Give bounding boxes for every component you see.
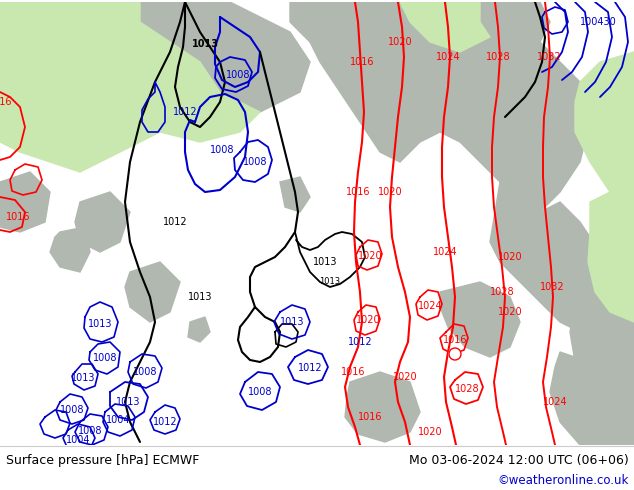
Polygon shape — [440, 282, 520, 357]
Text: 1024: 1024 — [418, 301, 443, 311]
Text: 1013: 1013 — [280, 317, 304, 327]
Text: 1016: 1016 — [443, 335, 467, 345]
Text: 1012: 1012 — [298, 363, 322, 373]
Polygon shape — [0, 2, 260, 172]
Text: 1012: 1012 — [347, 337, 372, 347]
Text: 1008: 1008 — [248, 387, 272, 397]
Polygon shape — [345, 372, 420, 442]
Text: 1020: 1020 — [387, 37, 412, 47]
Text: 1016: 1016 — [340, 367, 365, 377]
Text: 1028: 1028 — [486, 52, 510, 62]
Text: 1024: 1024 — [436, 52, 460, 62]
Polygon shape — [290, 2, 400, 82]
Polygon shape — [480, 2, 550, 52]
Text: 1016: 1016 — [0, 97, 12, 107]
Text: 1013: 1013 — [191, 39, 219, 49]
Polygon shape — [490, 182, 610, 332]
Text: ©weatheronline.co.uk: ©weatheronline.co.uk — [498, 473, 629, 487]
Text: 1013: 1013 — [87, 319, 112, 329]
Text: 1020: 1020 — [392, 372, 417, 382]
Text: 1012: 1012 — [153, 417, 178, 427]
Text: Mo 03-06-2024 12:00 UTC (06+06): Mo 03-06-2024 12:00 UTC (06+06) — [410, 454, 629, 466]
Text: 1012: 1012 — [172, 107, 197, 117]
Text: 1008: 1008 — [210, 145, 234, 155]
Circle shape — [449, 348, 461, 360]
Text: 1020: 1020 — [498, 307, 522, 317]
Text: 1020: 1020 — [378, 187, 403, 197]
Polygon shape — [280, 177, 310, 212]
Polygon shape — [188, 317, 210, 342]
Polygon shape — [140, 2, 310, 112]
Text: 1020: 1020 — [358, 251, 382, 261]
Polygon shape — [400, 2, 490, 52]
Text: 1008: 1008 — [226, 70, 250, 80]
Text: 1004: 1004 — [66, 435, 90, 445]
Text: 1032: 1032 — [540, 282, 564, 292]
Text: 1013: 1013 — [71, 373, 95, 383]
Polygon shape — [575, 52, 634, 202]
Polygon shape — [125, 262, 180, 322]
Text: 1020: 1020 — [498, 252, 522, 262]
Text: 1008: 1008 — [243, 157, 268, 167]
Text: 1028: 1028 — [455, 384, 479, 394]
Text: 1013: 1013 — [320, 277, 340, 287]
Text: 1024: 1024 — [432, 247, 457, 257]
Text: 1008: 1008 — [60, 405, 84, 415]
Text: 1016: 1016 — [350, 57, 374, 67]
Text: 1016: 1016 — [6, 212, 30, 222]
Text: 1020: 1020 — [418, 427, 443, 437]
Text: 1016: 1016 — [358, 412, 382, 422]
Text: 1020: 1020 — [356, 315, 380, 325]
Text: 1008: 1008 — [133, 367, 157, 377]
Polygon shape — [50, 227, 90, 272]
Text: 100430: 100430 — [579, 17, 616, 27]
Polygon shape — [0, 172, 50, 232]
Text: 1028: 1028 — [489, 287, 514, 297]
Text: 1012: 1012 — [163, 217, 187, 227]
Text: Surface pressure [hPa] ECMWF: Surface pressure [hPa] ECMWF — [6, 454, 199, 466]
Polygon shape — [550, 352, 634, 445]
Polygon shape — [570, 282, 634, 392]
Text: 1013: 1013 — [116, 397, 140, 407]
Text: 1008: 1008 — [93, 353, 117, 363]
Polygon shape — [310, 2, 590, 212]
Polygon shape — [588, 192, 634, 322]
Text: 1008: 1008 — [78, 426, 102, 436]
Polygon shape — [75, 192, 130, 252]
Text: 1024: 1024 — [543, 397, 567, 407]
Text: 1004: 1004 — [106, 415, 130, 425]
Text: 1013: 1013 — [188, 292, 212, 302]
Text: 1032: 1032 — [537, 52, 561, 62]
Text: 1013: 1013 — [313, 257, 337, 267]
Text: 1016: 1016 — [346, 187, 370, 197]
